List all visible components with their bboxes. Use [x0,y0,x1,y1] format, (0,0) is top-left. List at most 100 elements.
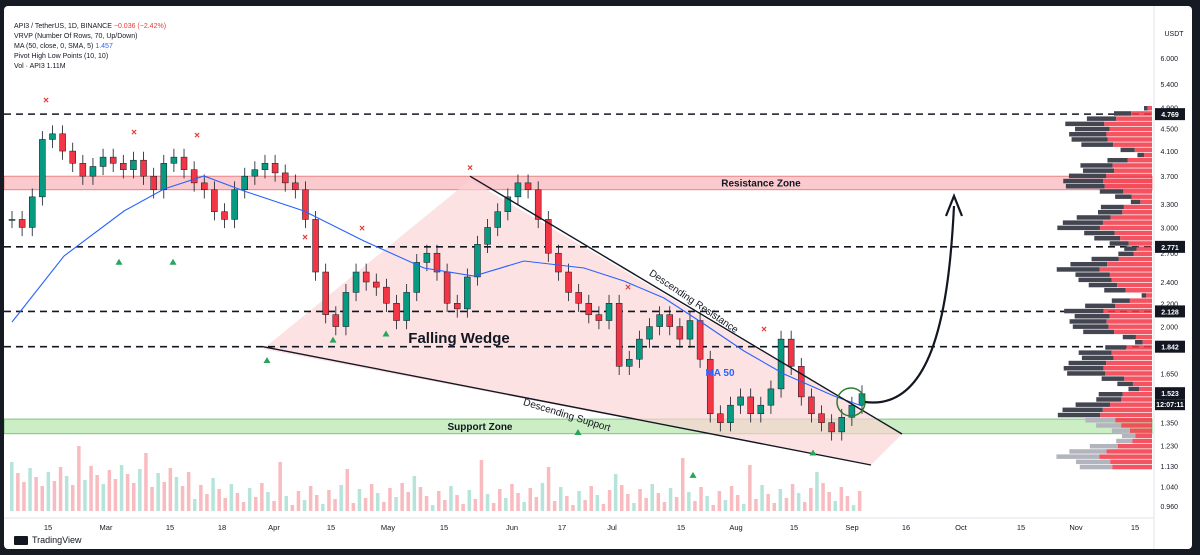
volume-profile-down [1102,407,1152,413]
volume-bar [119,465,124,511]
volume-profile-up [1083,329,1115,335]
volume-profile-down [1118,256,1152,262]
volume-profile-down [1121,397,1152,402]
volume-profile-down [1108,324,1152,329]
volume-bar [296,491,301,511]
volume-profile-down [1143,152,1152,158]
candle-body [130,159,137,170]
falling-wedge-label: Falling Wedge [408,330,509,347]
candle-body [59,133,66,152]
candle-body [453,303,461,310]
volume-bar [34,477,38,511]
volume-bar [168,468,173,511]
candle-body [79,163,87,177]
volume-bar [400,483,404,511]
volume-bar [473,499,478,511]
volume-profile-down [1113,355,1152,361]
volume-profile-down [1142,340,1152,345]
volume-profile-down [1111,277,1152,283]
volume-profile-up [1111,298,1130,303]
volume-profile-down [1099,454,1152,459]
volume-profile-up [1081,142,1114,147]
candle-body [231,189,238,220]
volume-bar [577,491,581,511]
volume-bar [626,494,630,511]
volume-bar [607,490,612,511]
volume-profile-up [1085,418,1116,423]
volume-profile-up [1078,350,1112,355]
volume-bar [71,485,75,511]
volume-profile-up [1098,392,1123,397]
volume-bar [247,488,252,511]
volume-profile-up [1096,397,1122,402]
y-tick-label: 0.960 [1160,504,1178,511]
volume-bar [748,465,752,511]
x-tick-label: 18 [218,523,226,532]
candle-body [605,303,613,321]
x-tick-label: Aug [729,523,742,532]
volume-bar [491,503,496,511]
price-chart[interactable]: Resistance Zone Support Zone Falling Wedge… [4,6,1192,549]
volume-profile-up [1056,267,1100,272]
legend-volume: Vol · API3 1.11M [14,63,66,70]
volume-profile-up [1094,236,1121,241]
volume-profile-down [1122,392,1152,397]
price-tag [1155,305,1185,318]
candle-body [514,182,522,198]
volume-bar [833,501,837,511]
volume-bar [760,485,764,511]
candle-body [555,252,562,273]
volume-profile-up [1130,199,1141,205]
volume-bar [46,472,51,511]
candle-body [656,314,663,327]
volume-bar [485,494,490,511]
volume-bar [479,460,484,511]
volume-bar [186,472,191,511]
volume-bar [406,492,410,511]
falling-wedge-area [263,180,902,465]
candle-body [575,292,582,304]
volume-bar [467,490,471,511]
volume-profile-up [1063,366,1104,371]
y-tick-label: 1.040 [1160,484,1178,491]
y-tick-label: 2.200 [1160,301,1178,308]
volume-profile-down [1123,204,1152,210]
volume-bar [571,505,575,511]
chart-frame: Resistance Zone Support Zone Falling Wedge… [4,6,1192,549]
volume-profile-down [1115,303,1152,309]
candle-body [777,338,785,390]
descending-support-line [262,346,872,466]
volume-profile-down [1109,402,1152,407]
candle-body [666,314,673,327]
volume-profile-down [1132,381,1152,387]
volume-profile-up [1121,433,1136,439]
volume-profile-down [1116,116,1152,121]
x-tick-label: 16 [902,523,910,532]
candle-body [433,252,441,273]
legend-symbol: API3 / TetherUS, 1D, BINANCE [14,23,112,30]
volume-bar [132,483,136,511]
candle-body [737,396,744,406]
volume-bar [40,486,44,511]
volume-bar [333,499,337,511]
candle-body [717,413,724,423]
pivot-high-marker: × [131,127,137,138]
price-tag [1155,240,1185,253]
candle-body [443,271,451,304]
volume-profile-down [1111,350,1152,355]
volume-bar [10,462,14,511]
candle-body [373,281,380,288]
candle-body [767,388,775,406]
candle-body [180,156,188,170]
candle-body [636,338,643,360]
volume-profile-up [1084,230,1115,236]
volume-bar [254,497,258,511]
volume-bar [546,467,551,511]
volume-profile-up [1057,412,1101,418]
price-tag-label: 1.842 [1161,345,1179,352]
volume-profile-down [1103,178,1152,184]
legend-ma-value: 1.457 [95,43,113,50]
volume-profile-up [1065,121,1105,127]
pivot-low-marker [169,258,177,265]
candle-body [747,396,754,415]
